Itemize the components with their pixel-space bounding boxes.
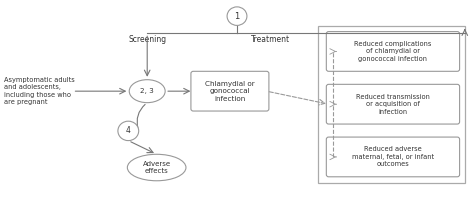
Text: Asymptomatic adults
and adolescents,
including those who
are pregnant: Asymptomatic adults and adolescents, inc… [4, 77, 75, 105]
Circle shape [118, 121, 139, 141]
FancyBboxPatch shape [326, 137, 460, 177]
FancyBboxPatch shape [318, 26, 465, 183]
FancyBboxPatch shape [326, 32, 460, 71]
Text: 1: 1 [234, 12, 240, 21]
FancyBboxPatch shape [326, 84, 460, 124]
Ellipse shape [129, 80, 165, 103]
Circle shape [227, 7, 247, 25]
Ellipse shape [128, 154, 186, 181]
Text: Chlamydial or
gonococcal
infection: Chlamydial or gonococcal infection [205, 81, 255, 102]
Text: 4: 4 [126, 126, 131, 135]
Text: Reduced adverse
maternal, fetal, or infant
outcomes: Reduced adverse maternal, fetal, or infa… [352, 146, 434, 167]
FancyBboxPatch shape [191, 71, 269, 111]
Text: Reduced complications
of chlamydial or
gonococcal infection: Reduced complications of chlamydial or g… [354, 41, 432, 62]
Text: Reduced transmission
or acquisition of
infection: Reduced transmission or acquisition of i… [356, 94, 430, 115]
Text: Screening: Screening [128, 35, 166, 44]
Text: Adverse
effects: Adverse effects [143, 161, 171, 174]
Text: 2, 3: 2, 3 [140, 88, 154, 94]
Text: Treatment: Treatment [251, 35, 290, 44]
